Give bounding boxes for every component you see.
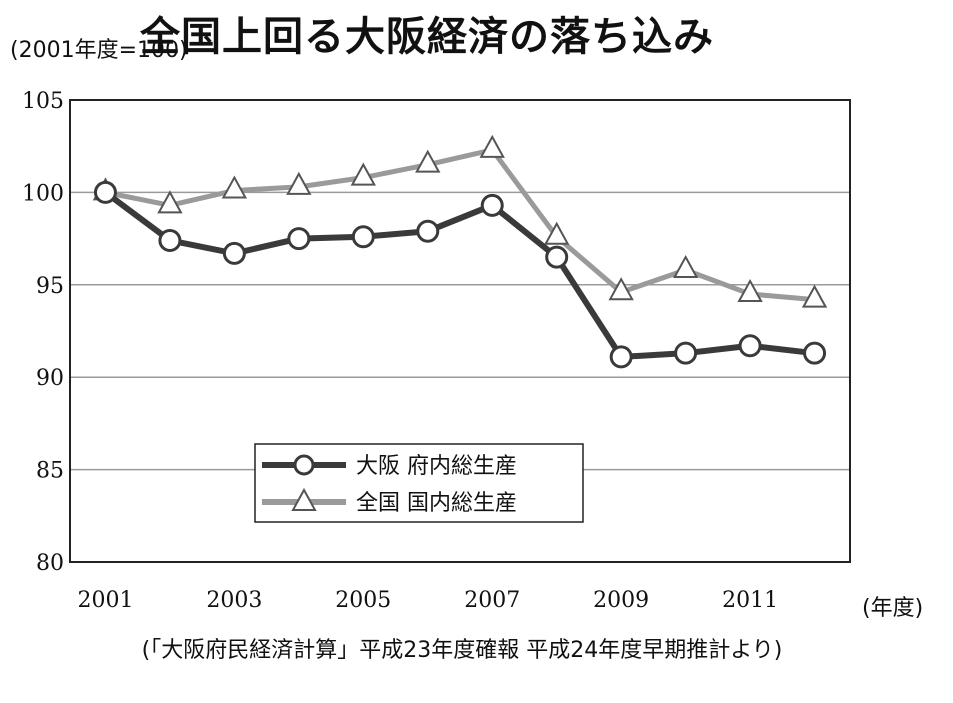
data-point-osaka [609, 345, 633, 369]
data-point-osaka [738, 334, 762, 358]
data-point-osaka [803, 341, 827, 365]
data-point-osaka [158, 228, 182, 252]
grid-lines [70, 191, 850, 471]
data-point-national [544, 221, 570, 245]
data-point-national [801, 284, 828, 308]
series-line-osaka [102, 189, 818, 360]
y-tick-label: 80 [36, 551, 64, 576]
data-point-national [350, 162, 376, 186]
series-line-national [102, 147, 818, 303]
data-point-national [479, 134, 505, 158]
y-axis-ticks: 105 100 95 90 85 80 [22, 89, 64, 576]
data-point-osaka [287, 227, 311, 251]
legend-label-osaka: 大阪 府内総生産 [356, 454, 517, 479]
x-axis-ticks: 2001 2003 2005 2007 2009 2011 [77, 588, 778, 613]
x-tick-label: 2007 [464, 588, 520, 613]
data-point-osaka [351, 225, 375, 249]
data-point-osaka [674, 341, 698, 365]
data-point-national [157, 190, 183, 214]
x-tick-label: 2009 [593, 588, 649, 613]
y-tick-label: 95 [36, 274, 64, 299]
data-point-national [286, 171, 312, 195]
x-tick-label: 2011 [722, 588, 778, 613]
data-point-national [737, 278, 763, 303]
series-group [92, 134, 828, 369]
data-point-osaka [545, 245, 569, 269]
legend: 大阪 府内総生産 全国 国内総生産 [254, 443, 584, 523]
data-point-national [221, 175, 248, 199]
data-point-national [672, 254, 699, 279]
data-point-national [415, 149, 441, 173]
y-tick-label: 85 [36, 459, 64, 484]
data-point-osaka [416, 219, 440, 243]
y-tick-label: 90 [36, 366, 64, 391]
plot-frame [69, 99, 851, 563]
legend-marker-national [291, 487, 317, 511]
legend-label-national: 全国 国内総生産 [356, 491, 517, 516]
chart-title: 全国上回る大阪経済の落ち込み [140, 14, 714, 60]
source-note: (「大阪府民経済計算」平成23年度確報 平成24年度早期推計より) [141, 638, 783, 663]
x-tick-label: 2003 [206, 588, 262, 613]
x-axis-unit: (年度) [862, 596, 924, 621]
data-point-osaka [222, 241, 246, 265]
x-tick-label: 2005 [335, 588, 391, 613]
legend-marker-osaka [293, 454, 315, 476]
y-axis-unit: (2001年度=100) [10, 38, 188, 63]
data-point-national [608, 277, 634, 301]
data-point-osaka [93, 180, 117, 204]
y-tick-label: 105 [22, 89, 64, 114]
y-tick-label: 100 [22, 181, 64, 206]
data-point-osaka [480, 193, 504, 217]
x-tick-label: 2001 [77, 588, 133, 613]
